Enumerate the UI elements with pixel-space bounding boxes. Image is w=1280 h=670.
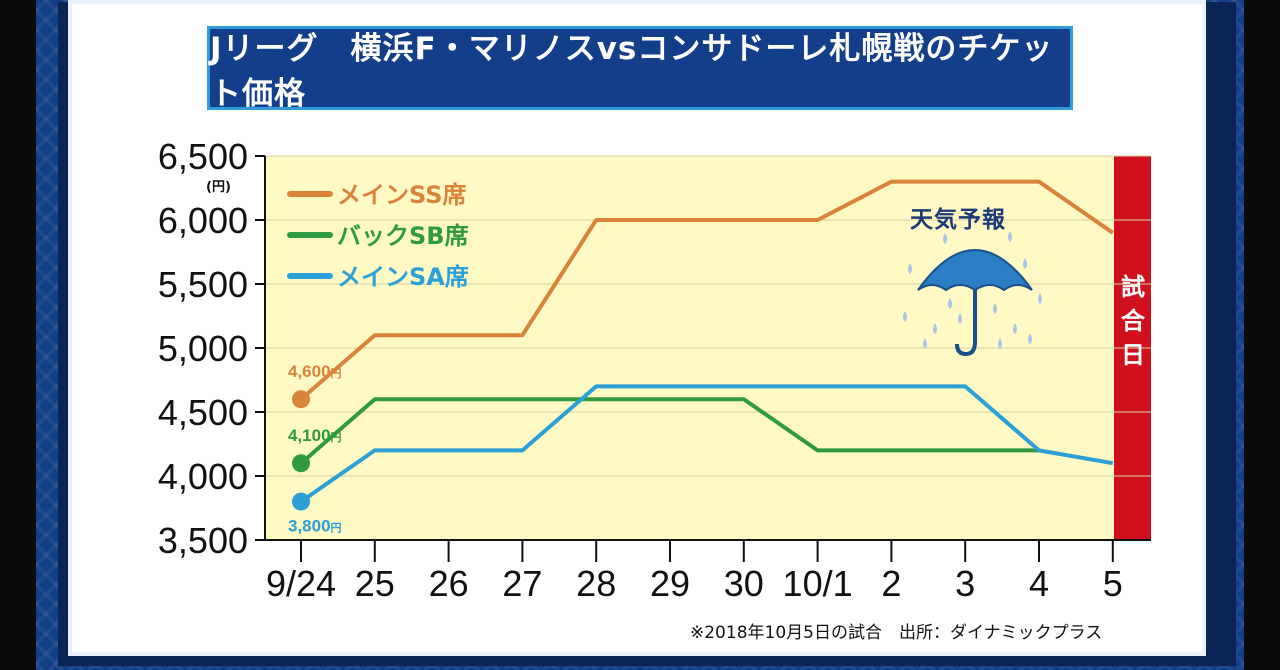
series-line [299,397,1039,465]
y-tick-label: 6,000 [158,200,248,241]
y-tick-label: 5,500 [158,264,248,305]
x-tick-label: 3 [955,563,975,604]
x-tick-label: 10/1 [783,563,853,604]
series-start-marker [292,454,310,473]
series-start-marker [292,492,310,511]
x-tick-label: 26 [429,563,469,604]
source-note: ※2018年10月5日の試合 出所：ダイナミックプラス [690,623,1103,643]
match-day-char: 試 [1121,273,1145,301]
x-tick-label: 9/24 [266,563,336,604]
frame-edge-left [0,0,36,670]
y-tick-label: 6,500 [158,136,248,177]
x-tick-label: 28 [576,563,616,604]
y-tick-label: 5,000 [158,328,248,369]
start-value-label: 4,100円 [288,426,342,445]
weather-forecast-label: 天気予報 [910,207,1006,233]
x-tick-label: 30 [724,563,764,604]
match-day-char: 日 [1121,341,1145,369]
legend-label: メインSA席 [337,263,469,291]
frame-edge-right [1244,0,1280,670]
series-line [299,384,1114,504]
x-tick-label: 5 [1103,563,1123,604]
x-tick-label: 29 [650,563,690,604]
series-start-marker [292,390,310,409]
x-tick-label: 25 [355,563,395,604]
series-line [299,179,1114,401]
x-tick-label: 2 [881,563,901,604]
x-tick-label: 4 [1029,563,1049,604]
y-tick-label: 4,500 [158,392,248,433]
y-unit-label: (円) [206,180,231,195]
chart-title: Jリーグ 横浜F・マリノスvsコンサドーレ札幌戦のチケット価格 [210,31,1054,112]
match-day-char: 合 [1121,307,1145,335]
title-banner: Jリーグ 横浜F・マリノスvsコンサドーレ札幌戦のチケット価格 [207,26,1073,112]
start-value-label: 3,800円 [288,517,342,536]
y-tick-label: 4,000 [158,456,248,497]
legend-label: メインSS席 [337,181,467,209]
y-tick-label: 3,500 [158,520,248,561]
umbrella-rain-icon [903,231,1042,357]
match-day-label: 試 合 日 [1115,270,1151,372]
legend-label: バックSB席 [337,222,469,250]
x-tick-label: 27 [502,563,542,604]
start-value-label: 4,600円 [288,362,342,381]
